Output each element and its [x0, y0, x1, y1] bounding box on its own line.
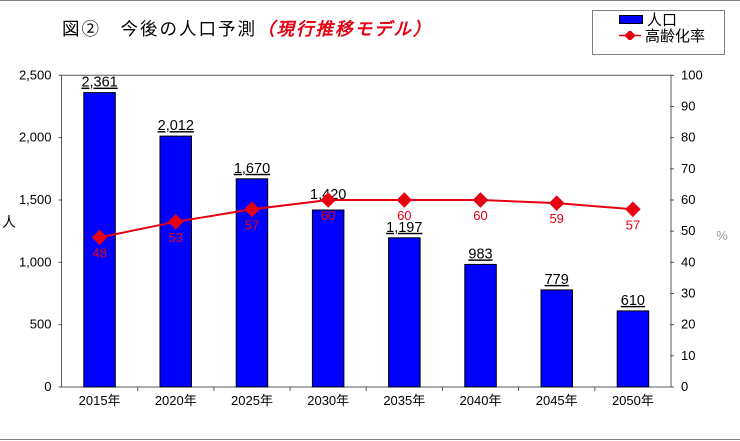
- svg-text:610: 610: [621, 293, 645, 309]
- svg-text:60: 60: [473, 208, 487, 223]
- svg-text:30: 30: [681, 286, 695, 301]
- svg-text:500: 500: [30, 317, 52, 332]
- svg-text:2,500: 2,500: [19, 67, 52, 82]
- svg-text:2,000: 2,000: [19, 130, 52, 145]
- svg-text:0: 0: [681, 379, 688, 394]
- svg-text:1,500: 1,500: [19, 192, 52, 207]
- svg-text:100: 100: [681, 67, 703, 82]
- svg-text:人: 人: [2, 214, 16, 230]
- svg-text:2035年: 2035年: [383, 393, 425, 408]
- svg-text:57: 57: [626, 217, 640, 232]
- svg-text:779: 779: [545, 272, 569, 288]
- svg-text:60: 60: [321, 208, 335, 223]
- svg-text:59: 59: [549, 211, 563, 226]
- svg-text:%: %: [716, 228, 728, 243]
- svg-text:2,012: 2,012: [158, 118, 194, 134]
- svg-text:70: 70: [681, 161, 695, 176]
- svg-text:40: 40: [681, 254, 695, 269]
- svg-text:57: 57: [245, 217, 259, 232]
- svg-text:2020年: 2020年: [155, 393, 197, 408]
- svg-text:1,670: 1,670: [234, 161, 270, 177]
- svg-text:60: 60: [681, 192, 695, 207]
- svg-text:60: 60: [397, 208, 411, 223]
- svg-text:1,000: 1,000: [19, 254, 52, 269]
- svg-text:50: 50: [681, 223, 695, 238]
- svg-text:2050年: 2050年: [612, 393, 654, 408]
- svg-text:2015年: 2015年: [79, 393, 121, 408]
- svg-text:2040年: 2040年: [460, 393, 502, 408]
- svg-text:20: 20: [681, 317, 695, 332]
- svg-text:53: 53: [169, 230, 183, 245]
- svg-text:48: 48: [92, 245, 106, 260]
- svg-text:10: 10: [681, 348, 695, 363]
- svg-text:2045年: 2045年: [536, 393, 578, 408]
- svg-text:0: 0: [44, 379, 51, 394]
- svg-text:80: 80: [681, 130, 695, 145]
- svg-text:983: 983: [468, 246, 492, 262]
- svg-text:2030年: 2030年: [307, 393, 349, 408]
- svg-text:2025年: 2025年: [231, 393, 273, 408]
- svg-text:90: 90: [681, 99, 695, 114]
- svg-text:2,361: 2,361: [81, 75, 117, 91]
